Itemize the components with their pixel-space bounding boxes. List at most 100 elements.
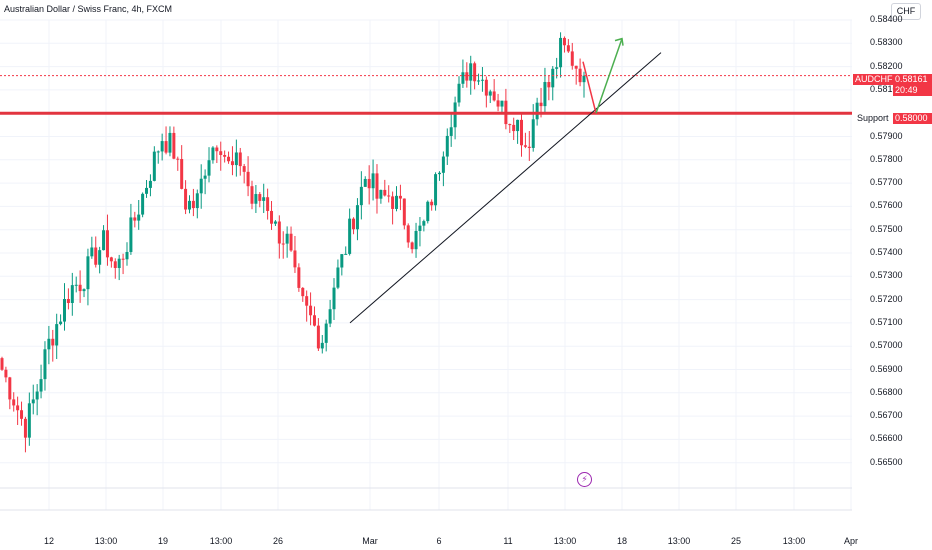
candles: [0, 32, 586, 453]
candle-body: [512, 124, 516, 132]
candle-body: [137, 214, 141, 221]
candle-body: [566, 45, 570, 52]
candle-body: [4, 369, 8, 378]
candle-body: [43, 349, 47, 380]
time-tick: 13:00: [209, 536, 233, 546]
candle-body: [266, 197, 270, 211]
candle-body: [23, 418, 27, 438]
candle-body: [582, 75, 586, 83]
candle-body: [39, 379, 43, 392]
candle-body: [437, 172, 441, 175]
candle-body: [332, 287, 336, 310]
candle-body: [141, 193, 145, 215]
candle-body: [391, 196, 395, 209]
candle-body: [492, 91, 496, 101]
up-arrow-head: [614, 37, 624, 46]
candle-body: [285, 233, 289, 244]
time-tick: 13:00: [782, 536, 806, 546]
candle-body: [148, 180, 152, 188]
candle-body: [242, 166, 246, 172]
candle-body: [480, 79, 484, 81]
candle-body: [156, 151, 160, 153]
candle-body: [74, 284, 78, 286]
currency-selector[interactable]: CHF: [891, 3, 921, 20]
candle-body: [219, 151, 223, 156]
time-tick: 12: [43, 536, 55, 546]
candle-body: [86, 256, 90, 290]
candle-body: [223, 155, 227, 157]
candle-body: [371, 173, 375, 189]
candle-body: [375, 173, 379, 199]
candle-body: [535, 102, 539, 120]
candle-body: [164, 141, 168, 153]
price-tick: 0.57300: [870, 270, 903, 281]
candle-body: [191, 200, 195, 209]
candle-body: [324, 323, 328, 343]
candle-body: [195, 193, 199, 209]
candle-body: [297, 267, 301, 288]
candle-body: [20, 410, 24, 419]
candle-body: [328, 309, 332, 324]
candle-body: [187, 200, 191, 210]
candle-body: [441, 156, 445, 173]
candle-body: [344, 253, 348, 255]
candle-body: [312, 315, 316, 326]
candle-body: [531, 119, 535, 148]
candle-body: [8, 377, 12, 400]
candle-body: [457, 83, 461, 103]
candle-body: [277, 221, 281, 244]
candle-body: [496, 100, 500, 107]
candle-body: [488, 91, 492, 96]
candle-body: [395, 195, 399, 209]
candle-body: [367, 178, 371, 189]
candle-body: [207, 160, 211, 176]
candle-body: [523, 145, 527, 147]
candle-body: [305, 296, 309, 306]
candle-body: [62, 298, 66, 322]
candle-body: [445, 135, 449, 157]
candle-body: [113, 261, 117, 268]
candle-body: [570, 51, 574, 66]
candle-body: [551, 68, 555, 88]
candle-body: [316, 325, 320, 349]
price-tick: 0.57700: [870, 177, 903, 188]
candle-body: [359, 186, 363, 206]
time-tick: Mar: [362, 536, 378, 546]
candle-body: [387, 195, 391, 197]
candle-body: [383, 189, 387, 196]
candle-body: [453, 102, 457, 128]
candle-body: [27, 403, 31, 438]
candle-body: [102, 230, 106, 251]
candle-body: [16, 405, 20, 411]
candle-body: [55, 324, 59, 346]
candle-body: [98, 250, 102, 265]
candle-body: [129, 217, 133, 252]
projection-arrows: [582, 37, 624, 114]
candle-body: [59, 321, 63, 325]
candle-body: [402, 198, 406, 226]
price-tick: 0.58100: [870, 83, 903, 94]
candle-body: [543, 82, 547, 107]
gridlines: [0, 19, 852, 510]
bar-countdown: 20:49: [895, 85, 918, 95]
candle-body: [250, 186, 254, 204]
price-tick: 0.57000: [870, 340, 903, 351]
candle-body: [246, 171, 250, 187]
candle-body: [430, 201, 434, 206]
candle-body: [336, 267, 340, 288]
symbol-tag: AUDCHF: [853, 74, 895, 85]
candle-body: [465, 72, 469, 81]
time-tick: 13:00: [667, 536, 691, 546]
candle-body: [51, 338, 55, 346]
candle-body: [547, 82, 551, 88]
candle-body: [180, 158, 184, 189]
time-tick: Apr: [843, 536, 859, 546]
price-tick: 0.56900: [870, 363, 903, 374]
price-tick: 0.57600: [870, 200, 903, 211]
candle-body: [31, 399, 35, 404]
candle-body: [90, 247, 94, 257]
lightning-icon[interactable]: ⚡: [577, 472, 592, 487]
candle-body: [355, 205, 359, 230]
candle-body: [82, 289, 86, 292]
